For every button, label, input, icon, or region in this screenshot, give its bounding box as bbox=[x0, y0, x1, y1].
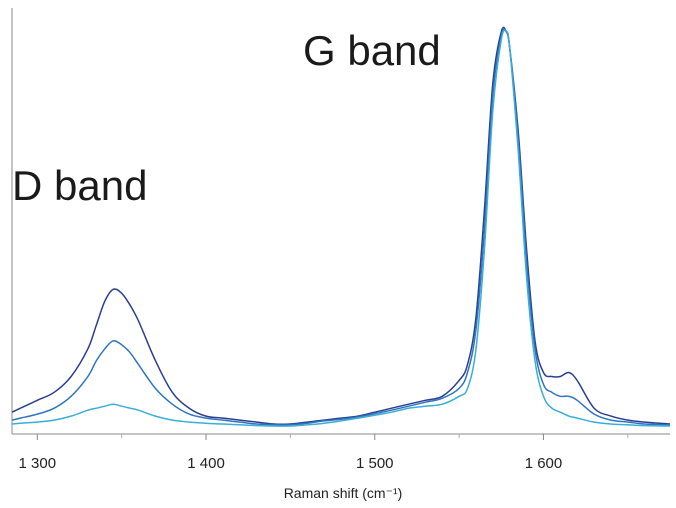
g-band-label: G band bbox=[303, 27, 441, 74]
x-tick-label: 1 300 bbox=[19, 455, 57, 472]
spectrum-line-1 bbox=[11, 26, 671, 426]
x-axis-ticks: 1 300 1 400 1 500 1 600 bbox=[19, 434, 629, 472]
spectrum-line-3 bbox=[11, 29, 671, 427]
x-tick-label: 1 600 bbox=[525, 455, 563, 472]
x-tick-label: 1 400 bbox=[187, 455, 225, 472]
d-band-label: D band bbox=[12, 162, 147, 209]
spectrum-line-2 bbox=[11, 28, 671, 426]
spectrum-series bbox=[11, 26, 671, 427]
x-axis-title: Raman shift (cm⁻¹) bbox=[284, 485, 403, 501]
x-tick-label: 1 500 bbox=[356, 455, 394, 472]
